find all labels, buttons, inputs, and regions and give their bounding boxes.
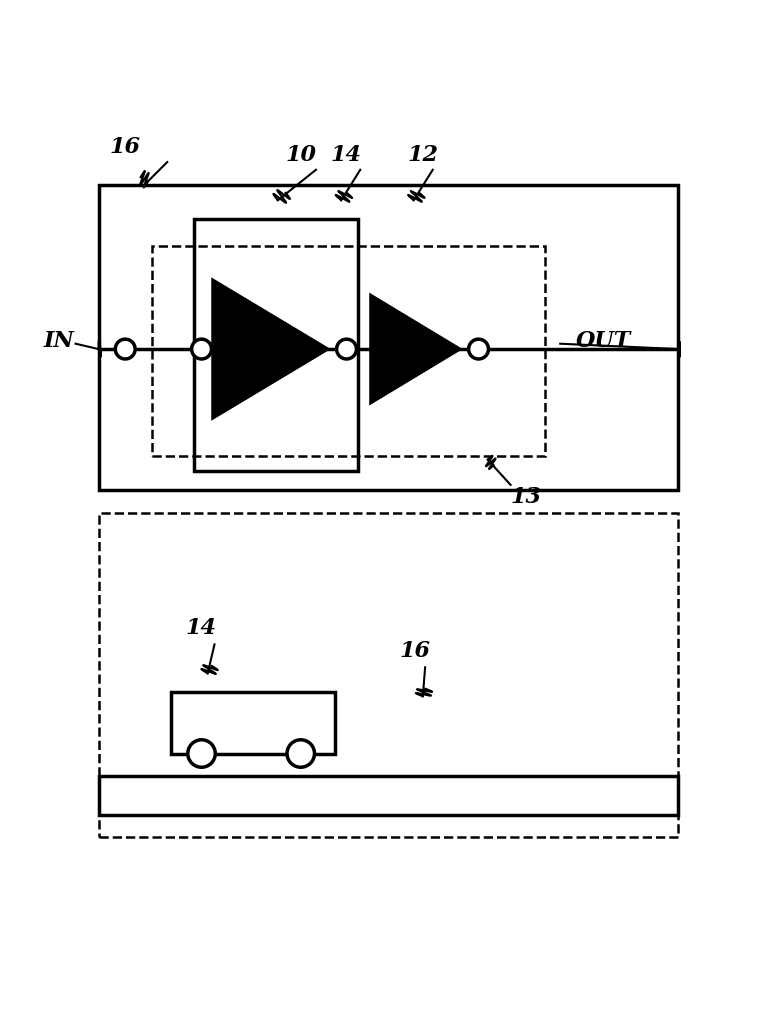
Circle shape — [192, 339, 211, 359]
Text: 14: 14 — [186, 617, 217, 639]
Bar — [194, 219, 358, 471]
Bar — [99, 514, 678, 837]
Text: 13: 13 — [510, 486, 542, 509]
Bar — [99, 776, 678, 815]
Circle shape — [469, 339, 489, 359]
Bar — [171, 693, 335, 753]
Circle shape — [336, 339, 357, 359]
Text: 10: 10 — [285, 144, 316, 166]
Text: 16: 16 — [110, 136, 141, 159]
Text: 12: 12 — [407, 144, 438, 166]
Text: IN: IN — [44, 330, 75, 352]
Circle shape — [188, 740, 215, 767]
Circle shape — [115, 339, 135, 359]
Bar — [152, 246, 545, 456]
Text: OUT: OUT — [576, 330, 631, 352]
Circle shape — [287, 740, 315, 767]
Bar — [99, 185, 678, 490]
Polygon shape — [371, 295, 459, 402]
Polygon shape — [213, 280, 327, 418]
Text: 16: 16 — [399, 640, 430, 662]
Text: 14: 14 — [331, 144, 362, 166]
